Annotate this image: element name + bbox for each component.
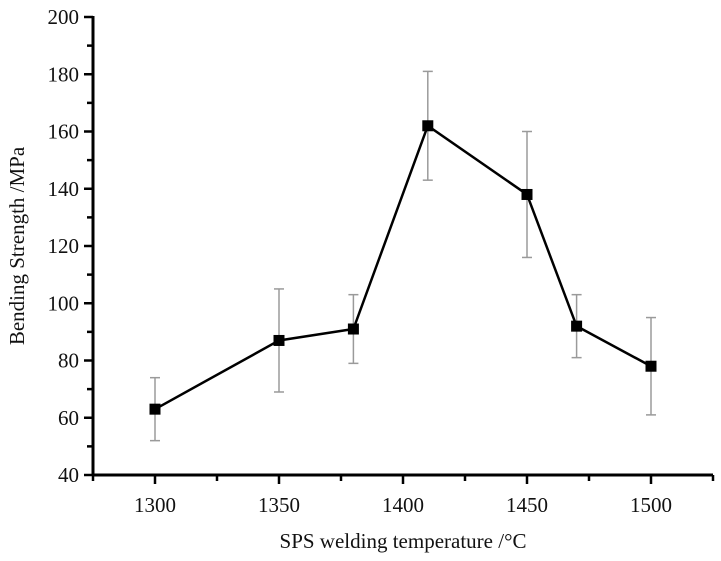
- error-bars: [150, 70, 656, 442]
- y-tick-label: 160: [48, 120, 80, 144]
- y-tick-label: 80: [58, 349, 79, 373]
- y-tick-label: 60: [58, 406, 79, 430]
- data-point: [347, 323, 359, 335]
- y-tick-label: 180: [48, 62, 80, 86]
- data-point: [645, 360, 657, 372]
- axes: [84, 15, 715, 484]
- y-tick-label: 200: [48, 5, 80, 29]
- x-axis-label: SPS welding temperature /°C: [280, 529, 527, 553]
- data-point: [422, 120, 434, 132]
- x-tick-label: 1400: [382, 493, 424, 517]
- y-tick-label: 100: [48, 291, 80, 315]
- series-line: [154, 123, 652, 411]
- tick-labels: 1300 1350 1400 1450 1500 40 60 80 100 120 140 160 18…: [48, 5, 673, 517]
- y-tick-label: 140: [48, 177, 80, 201]
- data-point: [273, 334, 285, 346]
- y-tick-label: 40: [58, 463, 79, 487]
- x-tick-label: 1350: [258, 493, 300, 517]
- data-point: [571, 320, 583, 332]
- data-point: [149, 403, 161, 415]
- x-tick-label: 1300: [134, 493, 176, 517]
- series-polyline: [154, 123, 652, 411]
- x-tick-label: 1450: [506, 493, 548, 517]
- data-point: [521, 188, 533, 200]
- y-axis-label: Bending Strength /MPa: [5, 146, 29, 345]
- y-tick-label: 120: [48, 234, 80, 258]
- x-tick-label: 1500: [630, 493, 672, 517]
- data-markers: [149, 120, 657, 415]
